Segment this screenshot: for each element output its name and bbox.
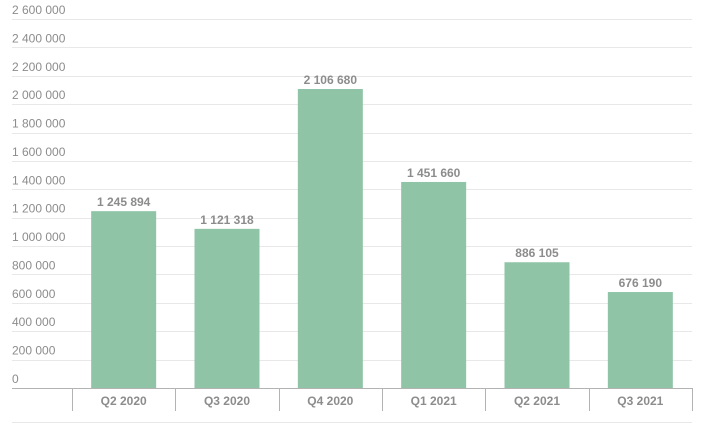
y-tick-label: 1 000 000 (12, 230, 66, 244)
data-label: 2 106 680 (304, 73, 358, 87)
bar (607, 292, 673, 388)
x-tick-label: Q1 2021 (411, 394, 457, 408)
data-label: 1 451 660 (407, 166, 461, 180)
bar (401, 181, 467, 388)
y-tick-label: 1 400 000 (12, 173, 66, 187)
x-tick-label: Q3 2021 (617, 394, 663, 408)
y-tick-label: 0 (12, 372, 19, 386)
data-label: 1 121 318 (200, 213, 254, 227)
y-axis-tick-labels: 0 200 000 400 000 600 000 800 000 1 000 000 1 … (12, 3, 66, 386)
y-tick-label: 2 200 000 (12, 60, 66, 74)
data-label: 1 245 894 (97, 195, 151, 209)
y-tick-label: 400 000 (12, 315, 56, 329)
data-labels: 1 245 894 1 121 318 2 106 680 1 451 660 886 … (97, 73, 662, 290)
y-tick-label: 800 000 (12, 258, 56, 272)
bar (194, 228, 260, 388)
y-tick-label: 1 800 000 (12, 117, 66, 131)
x-tick-label: Q2 2021 (514, 394, 560, 408)
bar (91, 211, 157, 388)
y-tick-label: 200 000 (12, 344, 56, 358)
x-tick-label: Q2 2020 (101, 394, 147, 408)
y-tick-label: 2 600 000 (12, 3, 66, 17)
y-tick-label: 2 000 000 (12, 88, 66, 102)
bar (297, 89, 363, 388)
data-label: 886 105 (515, 246, 559, 260)
bar (504, 262, 570, 388)
x-axis-category-labels: Q2 2020 Q3 2020 Q4 2020 Q1 2021 Q2 2021 Q3 20… (101, 394, 664, 408)
y-tick-label: 1 600 000 (12, 145, 66, 159)
y-tick-label: 1 200 000 (12, 202, 66, 216)
y-tick-label: 600 000 (12, 287, 56, 301)
x-tick-label: Q3 2020 (204, 394, 250, 408)
data-label: 676 190 (619, 276, 663, 290)
bars (91, 89, 673, 388)
y-tick-label: 2 400 000 (12, 31, 66, 45)
x-axis (12, 388, 693, 423)
x-tick-label: Q4 2020 (307, 394, 353, 408)
